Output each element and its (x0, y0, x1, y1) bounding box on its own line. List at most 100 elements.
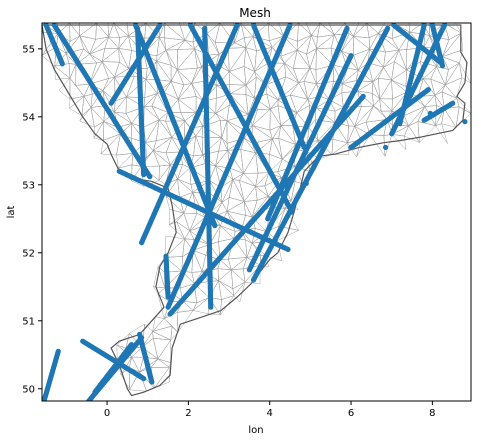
data-point (265, 216, 271, 222)
mesh-triangle (75, 83, 90, 97)
mesh-triangle (379, 98, 393, 112)
data-point (149, 379, 155, 385)
mesh-triangle (176, 310, 194, 334)
mesh-triangle (152, 337, 172, 360)
mesh-triangle (232, 179, 245, 202)
mesh-triangle (191, 66, 205, 84)
y-tick-label: 54 (22, 112, 35, 123)
coastline (42, 24, 468, 397)
mesh-triangle (165, 49, 178, 71)
mesh-triangle (441, 49, 464, 64)
data-point (147, 174, 153, 180)
mesh-triangle (443, 106, 460, 129)
data-point (450, 100, 456, 106)
mesh-triangle (177, 178, 194, 194)
mesh-triangle (141, 323, 153, 348)
y-tick-label: 50 (22, 384, 35, 395)
y-tick-label: 53 (22, 180, 35, 191)
mesh-triangle (68, 63, 77, 79)
mesh-triangle (191, 66, 203, 84)
mesh-triangle (230, 268, 246, 283)
mesh-triangle (296, 34, 312, 55)
mesh-triangle (164, 235, 186, 258)
mesh-triangle (289, 82, 309, 100)
x-axis-label: lon (248, 425, 263, 436)
mesh-triangle (443, 23, 462, 34)
data-point (108, 100, 114, 106)
mesh-triangle (218, 280, 235, 300)
mesh-triangle (221, 120, 228, 144)
mesh-triangle (441, 84, 457, 99)
data-point (167, 311, 173, 317)
data-point (389, 131, 395, 137)
mesh-triangle (240, 149, 256, 175)
mesh-triangle (206, 23, 221, 44)
mesh-triangle (372, 92, 381, 107)
mesh-triangle (150, 358, 171, 368)
mesh-triangle (297, 23, 312, 42)
mesh-triangle (229, 167, 245, 180)
mesh-triangle (441, 56, 460, 70)
mesh-triangle (93, 121, 104, 139)
mesh-triangle (266, 93, 279, 110)
mesh-triangle (118, 48, 132, 70)
data-point (59, 61, 65, 67)
x-axis-ticks: 0 2 4 6 8 (104, 401, 436, 419)
mesh-triangle (292, 67, 311, 84)
mesh-triangle (101, 48, 120, 63)
x-tick-label: 8 (429, 408, 435, 419)
mesh-triangle (79, 23, 97, 37)
mesh-triangle (58, 77, 71, 100)
data-point (246, 267, 252, 273)
mesh-triangle (217, 268, 232, 282)
mesh-triangle (89, 61, 109, 85)
mesh-triangle (79, 106, 95, 128)
coastline-outline (42, 24, 468, 397)
y-axis-ticks: 50 51 52 53 54 55 (22, 44, 42, 395)
mesh-triangle (152, 316, 165, 333)
mesh-triangle (417, 121, 436, 144)
mesh-triangle (158, 119, 173, 138)
mesh-triangle (218, 269, 234, 290)
mesh-triangle (226, 197, 245, 212)
mesh-triangle (347, 125, 356, 143)
data-point (439, 63, 446, 69)
mesh-triangle (269, 125, 282, 140)
mesh-triangle (378, 77, 392, 100)
data-point (212, 223, 218, 229)
data-point (462, 119, 468, 125)
mesh-triangle (100, 133, 121, 155)
mesh-triangle (218, 136, 229, 152)
mesh-triangle (352, 36, 370, 50)
mesh-triangle (353, 35, 371, 56)
mesh-triangle (69, 64, 77, 87)
mesh-triangle (354, 105, 375, 127)
mesh-triangle (118, 35, 129, 50)
data-point (427, 110, 433, 116)
y-tick-label: 52 (22, 248, 35, 259)
data-point (348, 144, 354, 150)
mesh-triangle (408, 23, 424, 33)
mesh-triangle (118, 35, 132, 51)
mesh-triangle (107, 23, 114, 38)
mesh-triangle (252, 125, 273, 140)
mesh-triangle (220, 225, 236, 239)
mesh-triangle (442, 32, 462, 57)
mesh-triangle (192, 249, 206, 273)
y-tick-label: 55 (22, 44, 35, 55)
mesh-triangle (229, 84, 247, 95)
mesh-triangle (177, 82, 197, 100)
mesh-triangle (177, 164, 191, 180)
data-point (165, 304, 171, 310)
data-point (397, 121, 403, 127)
mesh-triangle (101, 47, 120, 63)
mesh-triangle (206, 33, 220, 55)
mesh-triangle (245, 239, 253, 258)
mesh-triangle (303, 81, 317, 100)
mesh-triangle (239, 173, 256, 187)
mesh-triangle (177, 178, 194, 198)
mesh-triangle (298, 81, 309, 100)
mesh-triangle (179, 23, 196, 41)
mesh-triangle (184, 230, 195, 240)
